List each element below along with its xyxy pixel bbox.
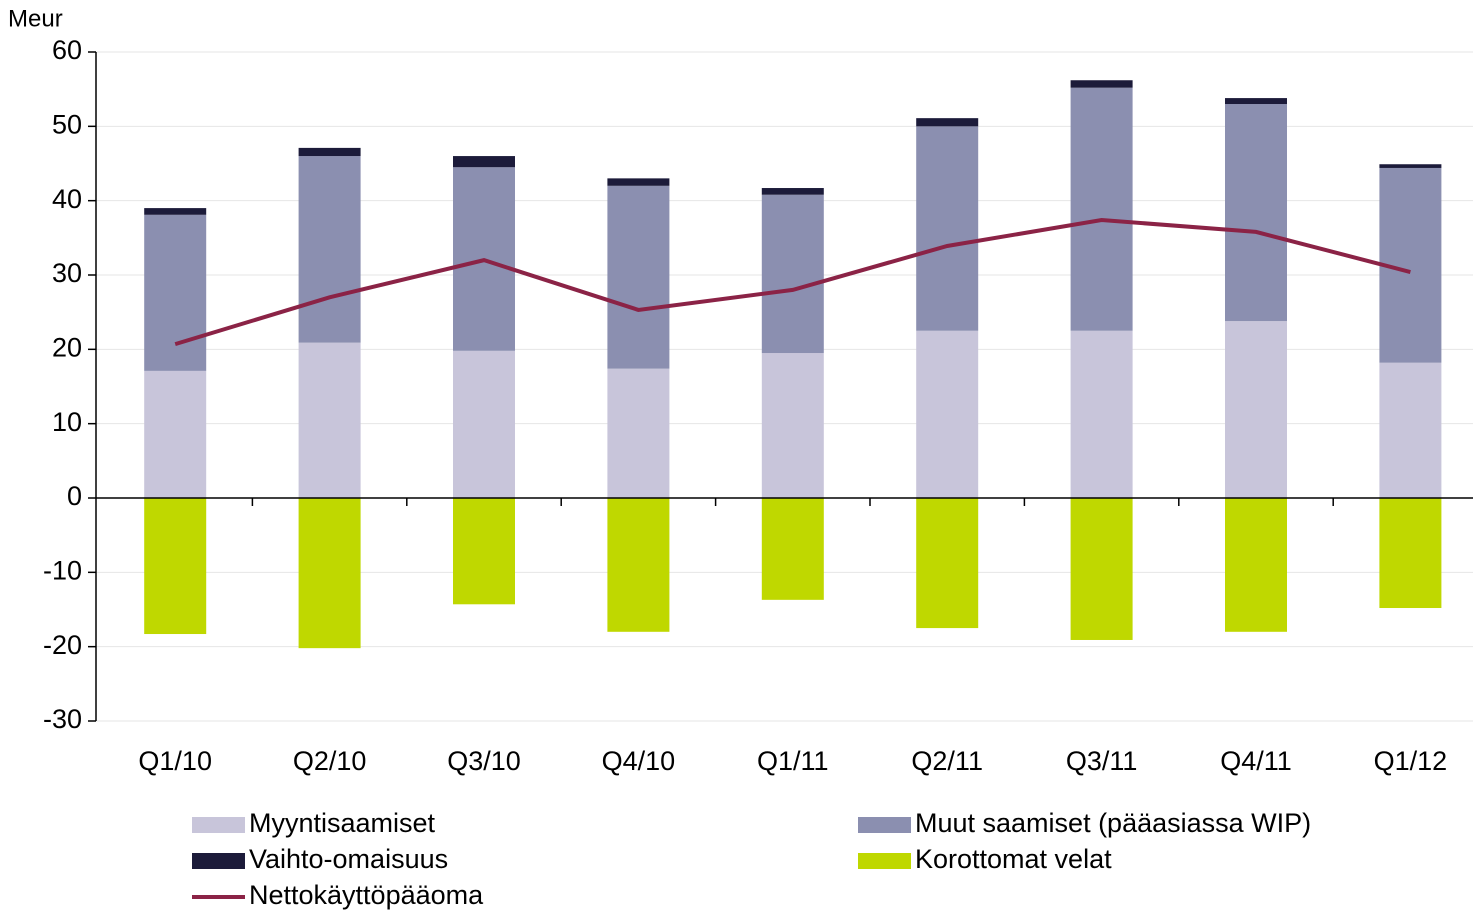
x-tick-label: Q4/10 bbox=[602, 746, 676, 776]
x-tick-label: Q2/11 bbox=[911, 746, 983, 776]
y-tick-label: 0 bbox=[67, 481, 82, 511]
line bbox=[174, 217, 1411, 347]
bar bbox=[607, 185, 670, 369]
bar bbox=[1379, 498, 1442, 609]
bar bbox=[1379, 164, 1442, 168]
bar bbox=[1070, 330, 1133, 498]
bar bbox=[1225, 498, 1287, 632]
y-tick-label: 30 bbox=[52, 258, 82, 288]
legend-label: Korottomat velat bbox=[915, 844, 1112, 874]
bar bbox=[1225, 98, 1287, 105]
bar bbox=[1070, 80, 1133, 88]
x-tick-label: Q3/11 bbox=[1066, 746, 1138, 776]
y-tick-label: 50 bbox=[52, 109, 82, 139]
y-tick-label: 60 bbox=[52, 35, 82, 65]
legend-label: Myyntisaamiset bbox=[249, 808, 436, 838]
bar bbox=[916, 498, 979, 629]
x-tick-label: Q1/10 bbox=[138, 746, 212, 776]
legend-swatch bbox=[192, 817, 245, 833]
legend-label: Vaihto-omaisuus bbox=[249, 844, 448, 874]
y-tick-label: 40 bbox=[52, 184, 82, 214]
legend-label: Nettokäyttöpääoma bbox=[249, 880, 484, 910]
bar bbox=[916, 126, 979, 331]
bar bbox=[144, 214, 207, 371]
bar bbox=[144, 370, 207, 498]
y-tick-label: 10 bbox=[52, 407, 82, 437]
bar bbox=[453, 350, 515, 498]
legend-label: Muut saamiset (pääasiassa WIP) bbox=[915, 808, 1311, 838]
bar bbox=[298, 498, 361, 649]
bar bbox=[761, 498, 824, 600]
x-tick-label: Q1/11 bbox=[757, 746, 829, 776]
bar bbox=[1070, 87, 1133, 331]
bar bbox=[1070, 498, 1133, 640]
bar bbox=[144, 208, 207, 215]
bar bbox=[761, 353, 824, 498]
y-axis-label: Meur bbox=[8, 5, 63, 32]
bar bbox=[916, 330, 979, 498]
bar bbox=[607, 178, 670, 186]
bar bbox=[1225, 104, 1287, 322]
y-tick-label: -20 bbox=[43, 630, 82, 660]
legend-swatch bbox=[858, 853, 911, 869]
bar bbox=[298, 342, 361, 498]
y-tick-label: -10 bbox=[43, 555, 82, 585]
bar bbox=[1379, 362, 1442, 498]
bar bbox=[607, 498, 670, 632]
x-tick-label: Q3/10 bbox=[447, 746, 521, 776]
bar bbox=[298, 147, 361, 157]
y-tick-label: -30 bbox=[43, 704, 82, 734]
bar bbox=[916, 118, 979, 127]
legend-swatch bbox=[192, 853, 245, 869]
x-tick-label: Q2/10 bbox=[293, 746, 367, 776]
bar bbox=[453, 498, 515, 605]
bar bbox=[761, 194, 824, 354]
x-tick-label: Q1/12 bbox=[1374, 746, 1448, 776]
bar bbox=[298, 156, 361, 343]
bar bbox=[453, 156, 515, 168]
legend-swatch bbox=[858, 817, 911, 833]
y-tick-label: 20 bbox=[52, 332, 82, 362]
bar bbox=[1225, 321, 1287, 498]
x-tick-label: Q4/11 bbox=[1220, 746, 1292, 776]
bar bbox=[761, 188, 824, 195]
bar bbox=[144, 498, 207, 635]
bar bbox=[607, 368, 670, 498]
